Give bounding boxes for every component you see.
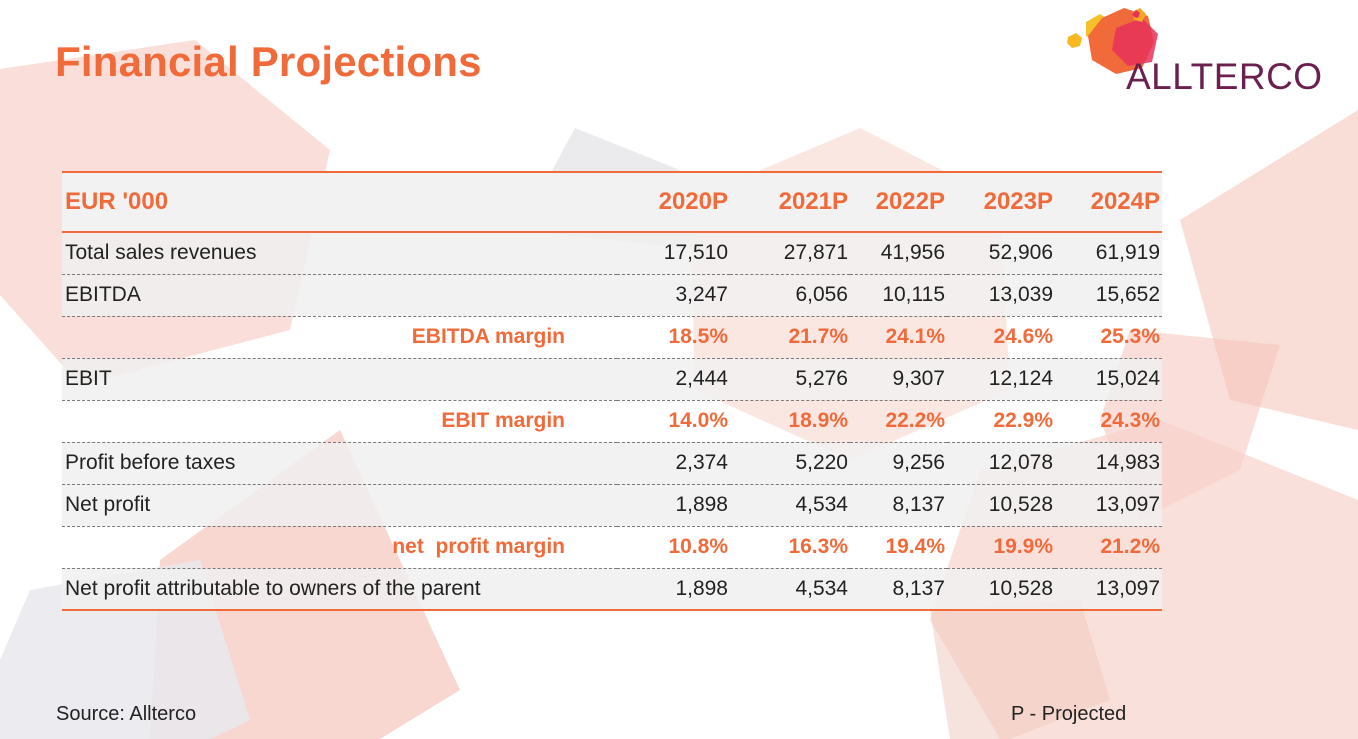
cell-value: 1,898 bbox=[617, 568, 730, 611]
row-label: EBITDA bbox=[62, 274, 617, 317]
cell-value: 10,528 bbox=[947, 484, 1055, 527]
cell-value: 15,652 bbox=[1055, 274, 1162, 317]
cell-value: 61,919 bbox=[1055, 232, 1162, 275]
table-row: EBITDA 3,247 6,056 10,115 13,039 15,652 bbox=[62, 274, 1162, 317]
cell-value: 19.9% bbox=[947, 526, 1055, 569]
cell-value: 13,097 bbox=[1055, 568, 1162, 611]
cell-value: 22.9% bbox=[947, 400, 1055, 443]
table-row: Net profit 1,898 4,534 8,137 10,528 13,0… bbox=[62, 484, 1162, 527]
financial-table: EUR '000 2020P 2021P 2022P 2023P 2024P T… bbox=[62, 171, 1162, 611]
cell-value: 5,220 bbox=[730, 442, 850, 485]
cell-value: 1,898 bbox=[617, 484, 730, 527]
table-header-row: EUR '000 2020P 2021P 2022P 2023P 2024P bbox=[62, 171, 1162, 233]
allterco-logo-icon bbox=[1067, 8, 1158, 74]
row-label: Net profit bbox=[62, 484, 617, 527]
row-label: EBIT bbox=[62, 358, 617, 401]
cell-value: 41,956 bbox=[850, 232, 947, 275]
margin-row: net profit margin 10.8% 16.3% 19.4% 19.9… bbox=[62, 526, 1162, 569]
year-header: 2024P bbox=[1055, 171, 1162, 233]
currency-header: EUR '000 bbox=[62, 171, 617, 233]
cell-value: 14,983 bbox=[1055, 442, 1162, 485]
year-header: 2022P bbox=[850, 171, 947, 233]
table-row: Net profit attributable to owners of the… bbox=[62, 568, 1162, 611]
financial-table-container: EUR '000 2020P 2021P 2022P 2023P 2024P T… bbox=[62, 171, 1162, 611]
year-header: 2020P bbox=[617, 171, 730, 233]
cell-value: 9,307 bbox=[850, 358, 947, 401]
cell-value: 2,444 bbox=[617, 358, 730, 401]
cell-value: 18.5% bbox=[617, 316, 730, 359]
cell-value: 18.9% bbox=[730, 400, 850, 443]
year-header: 2023P bbox=[947, 171, 1055, 233]
table-row: Profit before taxes 2,374 5,220 9,256 12… bbox=[62, 442, 1162, 485]
cell-value: 17,510 bbox=[617, 232, 730, 275]
cell-value: 5,276 bbox=[730, 358, 850, 401]
cell-value: 27,871 bbox=[730, 232, 850, 275]
cell-value: 24.6% bbox=[947, 316, 1055, 359]
cell-value: 14.0% bbox=[617, 400, 730, 443]
cell-value: 22.2% bbox=[850, 400, 947, 443]
year-header: 2021P bbox=[730, 171, 850, 233]
row-label: Profit before taxes bbox=[62, 442, 617, 485]
cell-value: 12,124 bbox=[947, 358, 1055, 401]
cell-value: 24.1% bbox=[850, 316, 947, 359]
cell-value: 4,534 bbox=[730, 484, 850, 527]
table-row: Total sales revenues 17,510 27,871 41,95… bbox=[62, 232, 1162, 275]
projection-legend: P - Projected bbox=[1011, 703, 1127, 725]
margin-row: EBITDA margin 18.5% 21.7% 24.1% 24.6% 25… bbox=[62, 316, 1162, 359]
page-title: Financial Projections bbox=[55, 38, 482, 85]
logo-text: ALLTERCO bbox=[1126, 56, 1323, 97]
cell-value: 52,906 bbox=[947, 232, 1055, 275]
cell-value: 21.2% bbox=[1055, 526, 1162, 569]
cell-value: 19.4% bbox=[850, 526, 947, 569]
cell-value: 13,097 bbox=[1055, 484, 1162, 527]
cell-value: 8,137 bbox=[850, 484, 947, 527]
cell-value: 10,115 bbox=[850, 274, 947, 317]
cell-value: 13,039 bbox=[947, 274, 1055, 317]
margin-row: EBIT margin 14.0% 18.9% 22.2% 22.9% 24.3… bbox=[62, 400, 1162, 443]
source-note: Source: Allterco bbox=[56, 703, 197, 725]
cell-value: 21.7% bbox=[730, 316, 850, 359]
cell-value: 6,056 bbox=[730, 274, 850, 317]
row-label: Net profit attributable to owners of the… bbox=[62, 568, 617, 611]
cell-value: 4,534 bbox=[730, 568, 850, 611]
table-row: EBIT 2,444 5,276 9,307 12,124 15,024 bbox=[62, 358, 1162, 401]
cell-value: 24.3% bbox=[1055, 400, 1162, 443]
row-label: Total sales revenues bbox=[62, 232, 617, 275]
row-label: EBIT margin bbox=[62, 400, 617, 443]
cell-value: 9,256 bbox=[850, 442, 947, 485]
cell-value: 16.3% bbox=[730, 526, 850, 569]
cell-value: 25.3% bbox=[1055, 316, 1162, 359]
row-label: net profit margin bbox=[62, 526, 617, 569]
cell-value: 10,528 bbox=[947, 568, 1055, 611]
cell-value: 10.8% bbox=[617, 526, 730, 569]
cell-value: 15,024 bbox=[1055, 358, 1162, 401]
cell-value: 2,374 bbox=[617, 442, 730, 485]
cell-value: 3,247 bbox=[617, 274, 730, 317]
cell-value: 8,137 bbox=[850, 568, 947, 611]
cell-value: 12,078 bbox=[947, 442, 1055, 485]
row-label: EBITDA margin bbox=[62, 316, 617, 359]
